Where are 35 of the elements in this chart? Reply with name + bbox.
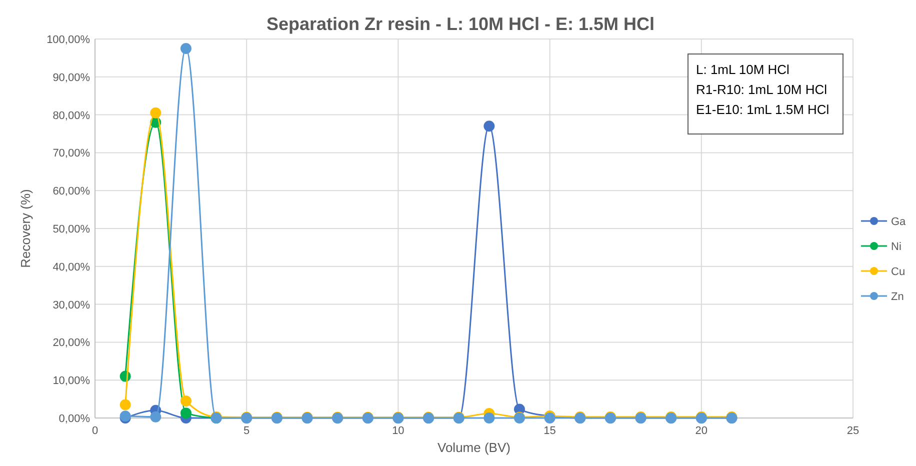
x-tick-label: 10 <box>392 425 404 437</box>
y-tick-label: 0,00% <box>58 413 90 425</box>
y-tick-label: 10,00% <box>52 375 90 388</box>
x-tick-label: 0 <box>92 425 98 437</box>
x-tick-label: 5 <box>244 425 250 437</box>
y-tick-label: 70,00% <box>52 148 90 160</box>
x-tick-label: 20 <box>695 425 708 437</box>
annotation: E1-E10: 1mL 1.5M HCl <box>696 102 830 117</box>
y-tick-label: 30,00% <box>52 299 90 312</box>
legend-label: Ga <box>891 216 907 228</box>
chart-title: Separation Zr resin - L: 10M HCl - E: 1.5M HCl <box>266 14 655 34</box>
point <box>150 411 162 422</box>
x-axis-title: Volume (BV) <box>438 440 510 455</box>
annotation: L: 1mL 10M HCl <box>696 62 790 77</box>
point <box>180 42 192 54</box>
point <box>180 408 192 419</box>
point <box>120 399 131 410</box>
legend-label: Ni <box>891 241 902 253</box>
annotation: R1-R10: 1mL 10M HCl <box>696 82 828 97</box>
legend-label: Zn <box>891 291 904 303</box>
point <box>150 107 162 118</box>
y-tick-label: 20,00% <box>52 337 90 350</box>
y-tick-label: 100,00% <box>46 34 90 46</box>
x-tick-label: 15 <box>544 425 556 437</box>
x-tick-label: 25 <box>846 425 860 437</box>
legend-label: Cu <box>891 266 906 278</box>
point <box>484 120 495 132</box>
y-tick-label: 80,00% <box>52 110 90 122</box>
y-tick-label: 40,00% <box>52 261 90 274</box>
point <box>484 412 495 424</box>
y-tick-label: 60,00% <box>52 186 90 198</box>
y-axis-title: Recovery (%) <box>18 189 33 268</box>
y-tick-label: 50,00% <box>52 224 90 236</box>
y-tick-label: 90,00% <box>52 72 90 84</box>
point <box>180 395 192 406</box>
